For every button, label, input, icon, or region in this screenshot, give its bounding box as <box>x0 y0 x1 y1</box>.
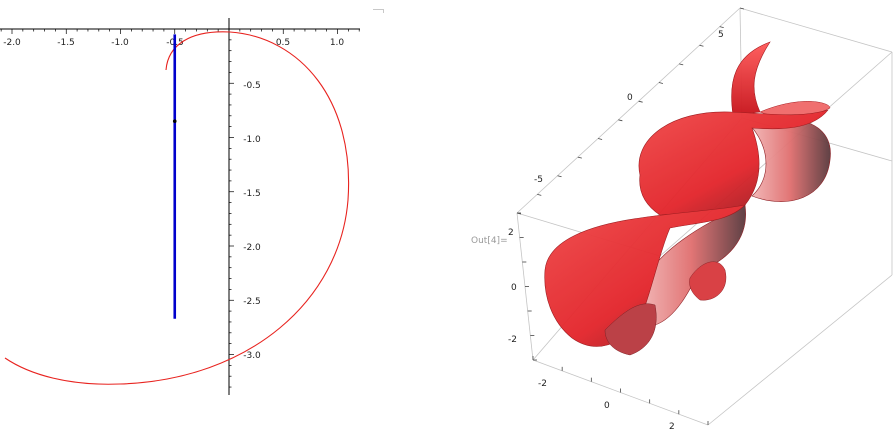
helix-top-fin <box>731 41 771 116</box>
output-cell-label: Out[4]= <box>471 236 508 246</box>
x-tick-label: -2.0 <box>3 38 21 48</box>
left-axis-tick-label: -2 <box>508 335 517 345</box>
top-axis-tick <box>537 193 542 196</box>
plot-3d-ticks <box>516 7 745 425</box>
bottom-axis-tick-label: 2 <box>669 422 675 432</box>
left-axis-tick-label: 0 <box>511 283 517 293</box>
top-axis-tick <box>597 138 603 140</box>
y-tick-label: -2.0 <box>243 243 261 253</box>
helix-bottom-curl <box>604 303 657 356</box>
y-tick-label: -1.0 <box>243 135 261 145</box>
bottom-axis-tick-label: 0 <box>604 401 610 411</box>
helix-surface <box>544 41 831 356</box>
cell-bracket[interactable] <box>373 9 384 13</box>
top-axis-tick <box>739 7 745 10</box>
top-axis-tick-label: -5 <box>534 175 543 185</box>
top-axis-tick-label: 5 <box>718 30 724 40</box>
top-axis-tick <box>618 119 623 122</box>
top-axis-tick <box>679 63 684 66</box>
x-tick-label: 0.5 <box>276 38 290 48</box>
parametric-curve <box>4 31 350 385</box>
top-axis-tick <box>719 26 724 29</box>
x-tick-label: 1.0 <box>330 38 345 48</box>
helix-middle-curl <box>689 261 727 301</box>
top-axis-tick <box>577 156 582 159</box>
left-axis-tick-label: 2 <box>508 228 514 238</box>
y-tick-label: -1.5 <box>243 189 261 199</box>
helix-inner-face <box>749 118 831 202</box>
y-tick-label: -2.5 <box>243 297 261 307</box>
helix-lower-band <box>544 204 746 347</box>
y-tick-label: -3.0 <box>243 351 261 361</box>
top-axis-tick <box>658 82 664 84</box>
top-axis-tick <box>638 100 643 103</box>
top-axis-tick-label: 0 <box>627 93 633 103</box>
y-tick-label: -0.5 <box>243 81 261 91</box>
x-tick-label: -1.5 <box>57 38 75 48</box>
top-axis-tick <box>699 44 704 47</box>
bottom-axis-tick-label: -2 <box>538 379 547 389</box>
marked-point <box>172 119 177 124</box>
x-tick-label: -1.0 <box>111 38 129 48</box>
top-axis-tick <box>557 175 562 178</box>
